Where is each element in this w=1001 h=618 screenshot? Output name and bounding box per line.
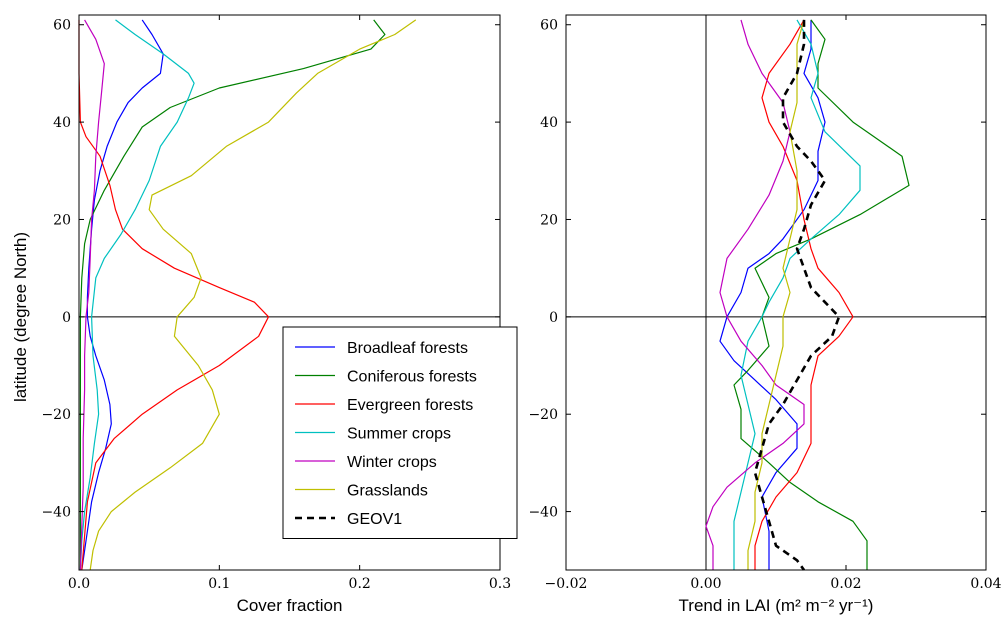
- y-axis-label: latitude (degree North): [11, 232, 30, 402]
- plot-frame: [78, 14, 501, 571]
- y-tick-label: −20: [41, 407, 71, 423]
- legend-entry-label: GEOV1: [347, 511, 402, 528]
- y-tick-label: 40: [540, 115, 558, 131]
- series-line-winter-crops: [79, 19, 105, 571]
- legend-entry-label: Winter crops: [347, 454, 437, 471]
- x-tick-label: 0.0: [68, 576, 90, 592]
- y-tick-label: 60: [540, 18, 558, 34]
- series-line-evergreen-forests: [78, 19, 270, 571]
- x-tick-label: 0.2: [349, 576, 371, 592]
- y-tick-label: −40: [528, 505, 558, 521]
- right-panel: −0.02 0.00 0.02 0.04 −40 −20 0 20 40 60 Trend in L…: [528, 14, 1001, 615]
- x-tick-label: 0.1: [208, 576, 230, 592]
- legend-entry-label: Evergreen forests: [347, 397, 473, 414]
- x-tick-label: 0.02: [830, 576, 861, 592]
- y-tick-label: 0: [62, 310, 71, 326]
- legend-entry-label: Coniferous forests: [347, 369, 477, 386]
- series-line-summer-crops: [79, 19, 195, 571]
- series-line-summer-crops: [733, 19, 861, 570]
- left-panel: 0.0 0.1 0.2 0.3 −40 −20 0 20 40 60 Cover fraction: [41, 14, 511, 615]
- series-line-evergreen-forests: [754, 19, 854, 570]
- y-tick-label: 60: [53, 18, 71, 34]
- x-tick-label: 0.04: [970, 576, 1001, 592]
- y-tick-label: −40: [41, 505, 71, 521]
- legend-entry-label: Summer crops: [347, 426, 451, 443]
- legend: Broadleaf forests Coniferous forests Everg…: [282, 326, 518, 539]
- x-tick-label: 0.3: [489, 576, 511, 592]
- y-tick-label: −20: [528, 407, 558, 423]
- x-axis-label: Cover fraction: [237, 596, 343, 615]
- x-tick-label: 0.00: [690, 576, 721, 592]
- series-line-coniferous-forests: [79, 19, 386, 570]
- series-line-geov1: [753, 19, 841, 571]
- y-tick-label: 40: [53, 115, 71, 131]
- series-line-grasslands: [747, 19, 805, 570]
- y-tick-label: 0: [549, 310, 558, 326]
- series-line-grasslands: [89, 19, 417, 571]
- legend-entry-label: Broadleaf forests: [347, 340, 468, 357]
- series-line-broadleaf-forests: [81, 19, 164, 571]
- x-tick-label: −0.02: [545, 576, 588, 592]
- y-tick-label: 20: [53, 212, 71, 228]
- plot-frame: [565, 14, 987, 571]
- x-axis-label: Trend in LAI (m² m⁻² yr⁻¹): [679, 596, 874, 615]
- series-line-coniferous-forests: [733, 19, 910, 570]
- series-line-broadleaf-forests: [719, 19, 826, 570]
- y-tick-label: 20: [540, 212, 558, 228]
- legend-entry-label: Grasslands: [347, 483, 428, 500]
- series-line-winter-crops: [705, 19, 805, 570]
